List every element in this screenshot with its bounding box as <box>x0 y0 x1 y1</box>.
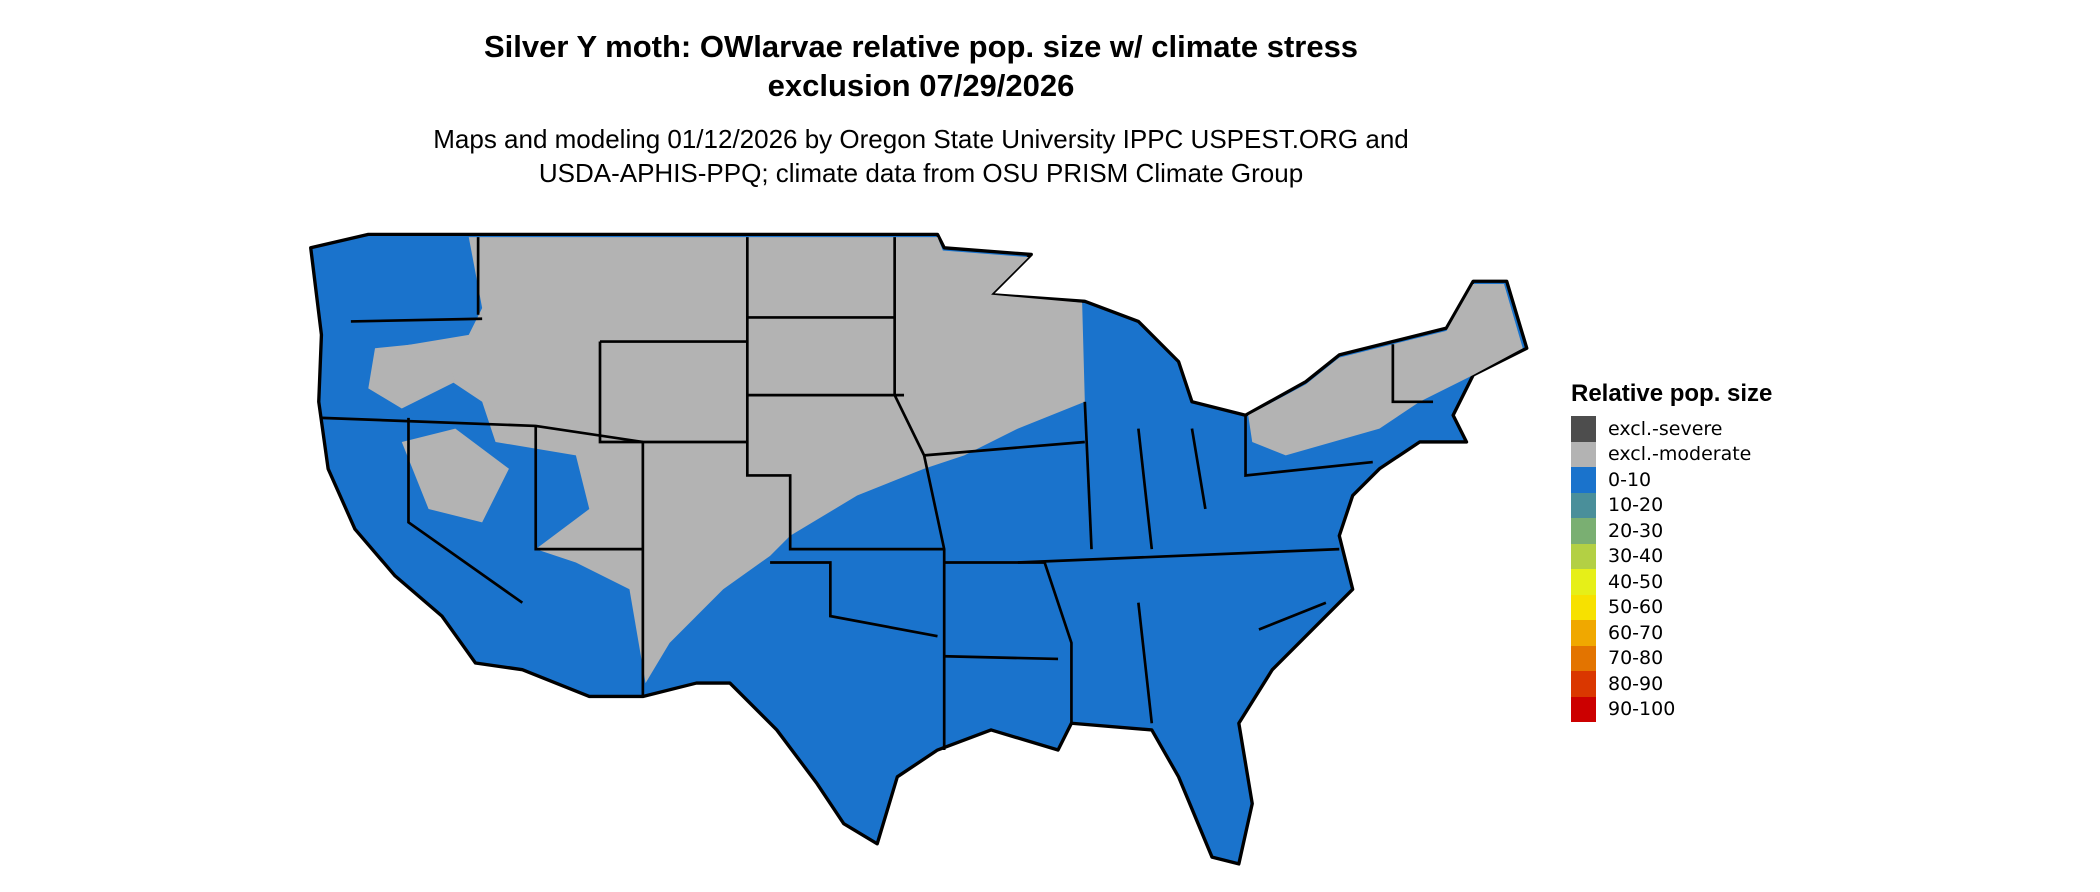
legend-item: 90-100 <box>1571 696 1772 722</box>
legend-swatch <box>1571 416 1596 442</box>
legend-item: 10-20 <box>1571 492 1772 518</box>
legend-swatch <box>1571 569 1596 595</box>
legend-label: 20-30 <box>1608 519 1664 542</box>
legend-title: Relative pop. size <box>1571 380 1773 407</box>
legend-swatch <box>1571 518 1596 544</box>
legend-item: excl.-moderate <box>1571 441 1772 467</box>
legend-item: 40-50 <box>1571 569 1772 595</box>
legend-label: 30-40 <box>1608 545 1664 568</box>
legend-label: 60-70 <box>1608 621 1664 644</box>
legend-swatch <box>1571 696 1596 722</box>
legend-swatch <box>1571 492 1596 518</box>
legend-swatch <box>1571 645 1596 671</box>
state-borders <box>321 237 1434 751</box>
legend-swatch <box>1571 620 1596 646</box>
subtitle-line-2: USDA-APHIS-PPQ; climate data from OSU PR… <box>538 158 1304 188</box>
legend: Relative pop. size excl.-severe excl.-mod… <box>1571 380 1772 722</box>
title-line-2: exclusion 07/29/2026 <box>767 68 1075 103</box>
legend-swatch <box>1571 543 1596 569</box>
legend-label: 0-10 <box>1608 468 1652 491</box>
legend-item: excl.-severe <box>1571 416 1772 442</box>
legend-label: 80-90 <box>1608 672 1664 695</box>
legend-item: 30-40 <box>1571 543 1772 569</box>
legend-item: 60-70 <box>1571 620 1772 646</box>
legend-swatch <box>1571 671 1596 697</box>
legend-item: 50-60 <box>1571 594 1772 620</box>
legend-label: excl.-severe <box>1608 417 1723 440</box>
excluded-patch-nevada <box>401 428 509 523</box>
title-line-1: Silver Y moth: OWlarvae relative pop. si… <box>483 29 1359 64</box>
legend-swatch <box>1571 441 1596 467</box>
legend-label: 10-20 <box>1608 494 1664 517</box>
legend-item: 0-10 <box>1571 467 1772 493</box>
legend-item: 80-90 <box>1571 671 1772 697</box>
legend-swatch <box>1571 467 1596 493</box>
excluded-region-west <box>388 237 1085 684</box>
chart-title: Silver Y moth: OWlarvae relative pop. si… <box>0 27 1842 105</box>
legend-label: excl.-moderate <box>1608 443 1752 466</box>
legend-label: 40-50 <box>1608 570 1664 593</box>
excluded-region-northeast <box>1248 283 1523 456</box>
legend-swatch <box>1571 594 1596 620</box>
legend-label: 70-80 <box>1608 647 1664 670</box>
legend-item: 70-80 <box>1571 645 1772 671</box>
legend-label: 50-60 <box>1608 596 1664 619</box>
subtitle-line-1: Maps and modeling 01/12/2026 by Oregon S… <box>433 124 1409 154</box>
legend-item: 20-30 <box>1571 518 1772 544</box>
chart-subtitle: Maps and modeling 01/12/2026 by Oregon S… <box>0 122 1842 190</box>
legend-label: 90-100 <box>1608 698 1676 721</box>
excluded-patch-oregon <box>368 341 456 409</box>
